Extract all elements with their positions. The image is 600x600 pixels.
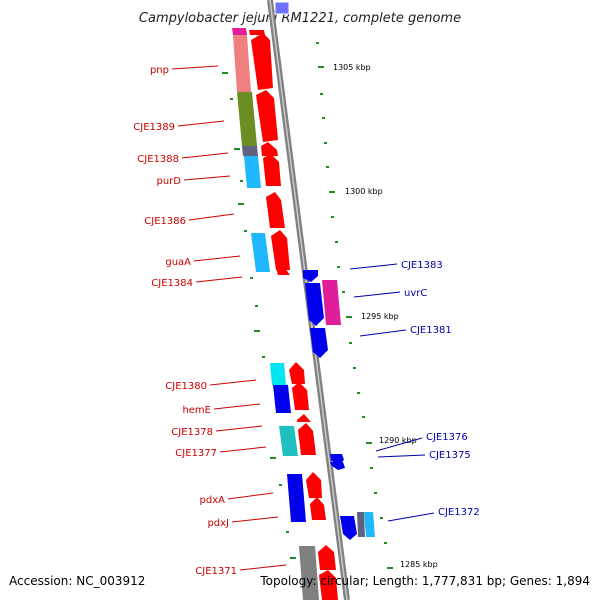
gene-label-guaa[interactable]: guaA	[165, 257, 191, 268]
tick-label-1295: 1295 kbp	[361, 312, 399, 321]
gene-label-pdxa[interactable]: pdxA	[200, 495, 226, 506]
reverse-genes	[303, 270, 357, 540]
gene-label-cje1376[interactable]: CJE1376	[426, 432, 468, 443]
gene-label-cje1388[interactable]: CJE1388	[137, 154, 179, 165]
right-labels: CJE1383 uvrC CJE1381 CJE1376 CJE1375 CJE…	[349, 260, 480, 522]
gene-label-cje1381[interactable]: CJE1381	[410, 325, 452, 336]
gene-arrow-small	[249, 30, 265, 35]
tick-label-1290: 1290 kbp	[379, 436, 417, 445]
gene-label-cje1378[interactable]: CJE1378	[171, 427, 213, 438]
forward-genes	[249, 30, 338, 600]
gene-label-cje1386[interactable]: CJE1386	[144, 216, 186, 227]
gene-label-cje1377[interactable]: CJE1377	[175, 448, 217, 459]
scroll-marker[interactable]	[274, 1, 290, 15]
map-title: Campylobacter jejuni RM1221, complete ge…	[139, 11, 461, 26]
accession-text: Accession: NC_003912	[9, 574, 146, 588]
tick-label-1285: 1285 kbp	[400, 560, 438, 569]
gene-label-cje1372[interactable]: CJE1372	[438, 507, 480, 518]
gene-label-uvrc[interactable]: uvrC	[404, 288, 427, 299]
gene-label-cje1383[interactable]: CJE1383	[401, 260, 443, 271]
tick-label-1305: 1305 kbp	[333, 63, 371, 72]
tick-dots	[222, 42, 393, 569]
tick-label-1300: 1300 kbp	[345, 187, 383, 196]
gene-label-pnp[interactable]: pnp	[150, 65, 169, 76]
gene-label-cje1380[interactable]: CJE1380	[165, 381, 207, 392]
gene-label-cje1375[interactable]: CJE1375	[429, 450, 471, 461]
gene-label-cje1371[interactable]: CJE1371	[195, 566, 237, 577]
left-labels: pnp CJE1389 CJE1388 purD CJE1386 guaA CJ…	[133, 65, 287, 577]
gene-label-cje1389[interactable]: CJE1389	[133, 122, 175, 133]
gene-label-cje1384[interactable]: CJE1384	[151, 278, 193, 289]
topology-text: Topology: circular; Length: 1,777,831 bp…	[260, 574, 590, 588]
gene-label-pdxj[interactable]: pdxJ	[207, 518, 229, 529]
gene-label-purd[interactable]: purD	[157, 176, 182, 187]
gene-label-heme[interactable]: hemE	[182, 405, 211, 416]
left-feature-boxes	[232, 28, 375, 600]
